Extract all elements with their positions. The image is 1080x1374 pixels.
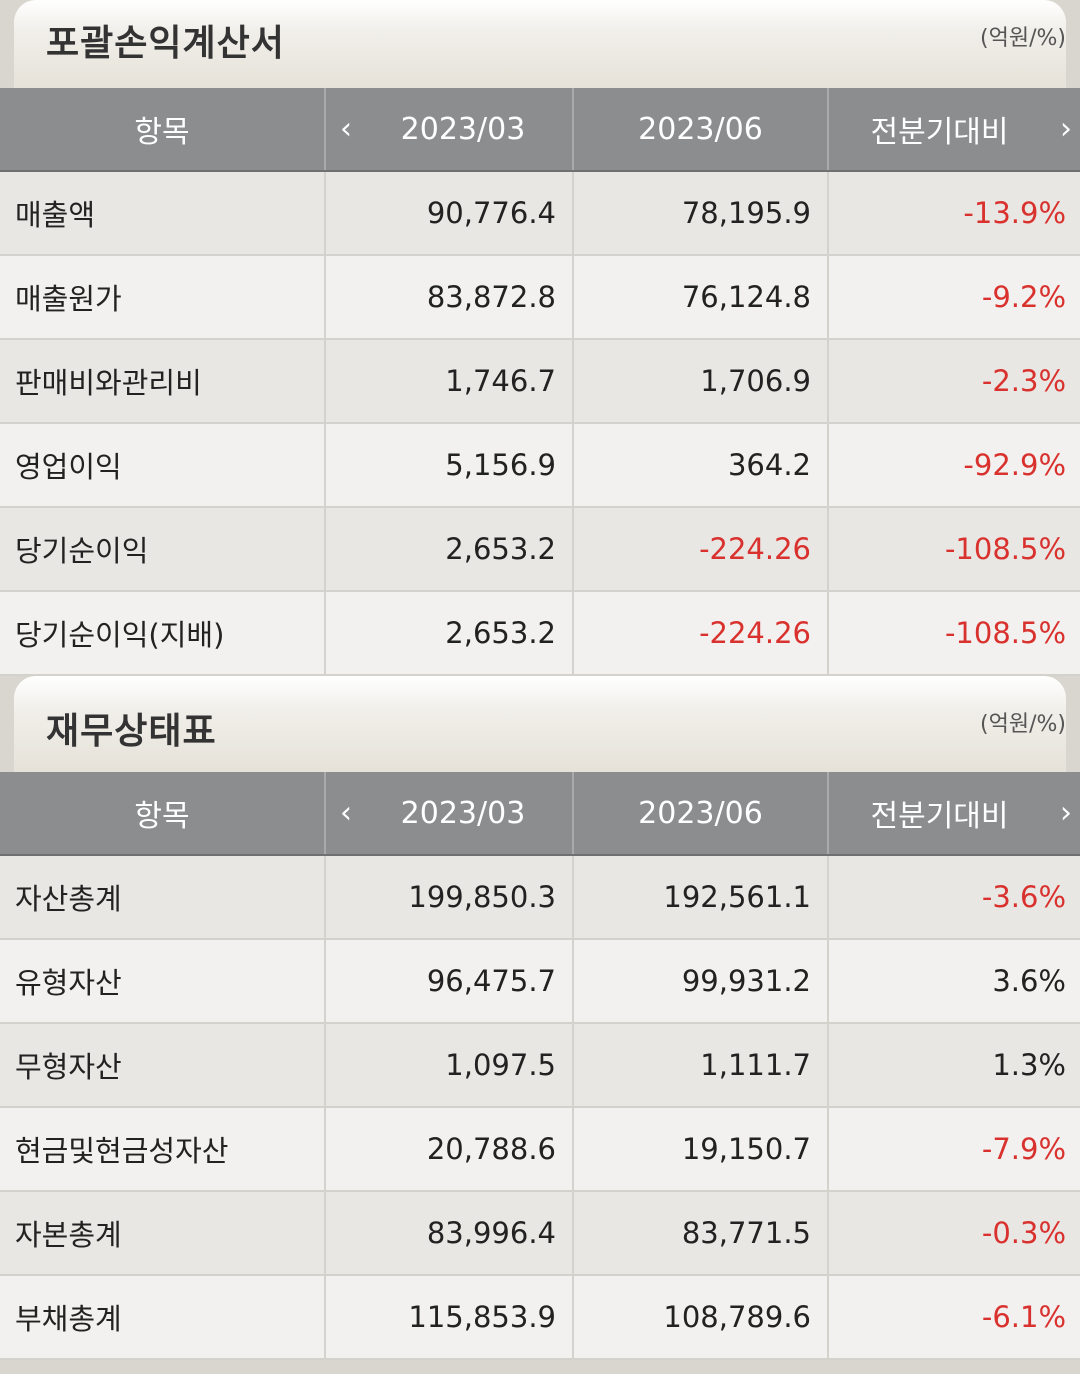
value-prev-period: 115,853.9	[325, 1275, 574, 1360]
table-row: 당기순이익 2,653.2 -224.26 -108.5%	[0, 507, 1080, 592]
row-label: 무형자산	[0, 1023, 326, 1108]
row-label: 자본총계	[0, 1191, 326, 1276]
row-label: 당기순이익(지배)	[0, 591, 326, 676]
bottom-edge	[0, 1360, 1080, 1374]
balance-sheet-table: 항목 ‹ 2023/03 2023/06 전분기대비 › 자산총계 199,850…	[0, 772, 1080, 1360]
section-title: 재무상태표	[46, 711, 217, 752]
value-prev-period: 90,776.4	[325, 171, 574, 256]
value-curr-period: 78,195.9	[573, 171, 829, 256]
column-header-prev-period: ‹ 2023/03	[325, 88, 574, 172]
value-prev-period: 96,475.7	[325, 939, 574, 1024]
column-header-curr-period: 2023/06	[573, 772, 829, 856]
value-prev-period: 1,746.7	[325, 339, 574, 424]
row-label: 매출액	[0, 171, 326, 256]
column-header-item: 항목	[0, 88, 326, 172]
table-row: 자본총계 83,996.4 83,771.5 -0.3%	[0, 1191, 1080, 1276]
value-diff: -2.3%	[828, 339, 1080, 424]
value-curr-period: 19,150.7	[573, 1107, 829, 1192]
column-header-curr-period: 2023/06	[573, 88, 829, 172]
value-diff: -13.9%	[828, 171, 1080, 256]
column-header-diff: 전분기대비 ›	[828, 88, 1080, 172]
value-diff: -108.5%	[828, 591, 1080, 676]
column-header-prev-period: ‹ 2023/03	[325, 772, 574, 856]
table-row: 매출원가 83,872.8 76,124.8 -9.2%	[0, 255, 1080, 340]
table-row: 당기순이익(지배) 2,653.2 -224.26 -108.5%	[0, 591, 1080, 676]
value-diff: 1.3%	[828, 1023, 1080, 1108]
value-curr-period: 108,789.6	[573, 1275, 829, 1360]
value-prev-period: 83,872.8	[325, 255, 574, 340]
value-curr-period: 76,124.8	[573, 255, 829, 340]
value-diff: 3.6%	[828, 939, 1080, 1024]
balance-table-body: 자산총계 199,850.3 192,561.1 -3.6% 유형자산 96,475.7 9…	[0, 855, 1080, 1360]
unit-label: (억원/%)	[980, 712, 1066, 737]
table-row: 매출액 90,776.4 78,195.9 -13.9%	[0, 171, 1080, 256]
table-row: 무형자산 1,097.5 1,111.7 1.3%	[0, 1023, 1080, 1108]
income-statement-header: 포괄손익계산서 (억원/%)	[14, 0, 1066, 88]
row-label: 부채총계	[0, 1275, 326, 1360]
value-diff: -3.6%	[828, 855, 1080, 940]
value-diff: -92.9%	[828, 423, 1080, 508]
income-table-body: 매출액 90,776.4 78,195.9 -13.9% 매출원가 83,872.8 76,…	[0, 171, 1080, 676]
row-label: 영업이익	[0, 423, 326, 508]
table-row: 판매비와관리비 1,746.7 1,706.9 -2.3%	[0, 339, 1080, 424]
unit-label: (억원/%)	[980, 26, 1066, 51]
value-curr-period: 1,111.7	[573, 1023, 829, 1108]
value-diff: -6.1%	[828, 1275, 1080, 1360]
column-header-diff: 전분기대비 ›	[828, 772, 1080, 856]
table-row: 유형자산 96,475.7 99,931.2 3.6%	[0, 939, 1080, 1024]
chevron-right-icon[interactable]: ›	[1060, 795, 1072, 831]
value-curr-period: -224.26	[573, 507, 829, 592]
value-diff: -108.5%	[828, 507, 1080, 592]
row-label: 판매비와관리비	[0, 339, 326, 424]
table-row: 영업이익 5,156.9 364.2 -92.9%	[0, 423, 1080, 508]
value-prev-period: 1,097.5	[325, 1023, 574, 1108]
value-curr-period: 192,561.1	[573, 855, 829, 940]
value-curr-period: 83,771.5	[573, 1191, 829, 1276]
value-prev-period: 2,653.2	[325, 507, 574, 592]
value-curr-period: -224.26	[573, 591, 829, 676]
table-row: 현금및현금성자산 20,788.6 19,150.7 -7.9%	[0, 1107, 1080, 1192]
income-statement-table: 항목 ‹ 2023/03 2023/06 전분기대비 › 매출액 90,776.4…	[0, 88, 1080, 676]
row-label: 당기순이익	[0, 507, 326, 592]
value-curr-period: 99,931.2	[573, 939, 829, 1024]
table-header-row: 항목 ‹ 2023/03 2023/06 전분기대비 ›	[0, 772, 1080, 856]
value-prev-period: 2,653.2	[325, 591, 574, 676]
column-header-item: 항목	[0, 772, 326, 856]
table-header-row: 항목 ‹ 2023/03 2023/06 전분기대비 ›	[0, 88, 1080, 172]
value-prev-period: 83,996.4	[325, 1191, 574, 1276]
row-label: 매출원가	[0, 255, 326, 340]
row-label: 현금및현금성자산	[0, 1107, 326, 1192]
value-diff: -0.3%	[828, 1191, 1080, 1276]
chevron-right-icon[interactable]: ›	[1060, 111, 1072, 147]
chevron-left-icon[interactable]: ‹	[340, 795, 352, 831]
value-prev-period: 199,850.3	[325, 855, 574, 940]
table-row: 자산총계 199,850.3 192,561.1 -3.6%	[0, 855, 1080, 940]
table-row: 부채총계 115,853.9 108,789.6 -6.1%	[0, 1275, 1080, 1360]
value-curr-period: 1,706.9	[573, 339, 829, 424]
row-label: 유형자산	[0, 939, 326, 1024]
row-label: 자산총계	[0, 855, 326, 940]
section-title: 포괄손익계산서	[46, 23, 285, 64]
value-prev-period: 20,788.6	[325, 1107, 574, 1192]
chevron-left-icon[interactable]: ‹	[340, 111, 352, 147]
value-diff: -7.9%	[828, 1107, 1080, 1192]
value-diff: -9.2%	[828, 255, 1080, 340]
value-curr-period: 364.2	[573, 423, 829, 508]
value-prev-period: 5,156.9	[325, 423, 574, 508]
balance-sheet-header: 재무상태표 (억원/%)	[14, 676, 1066, 772]
